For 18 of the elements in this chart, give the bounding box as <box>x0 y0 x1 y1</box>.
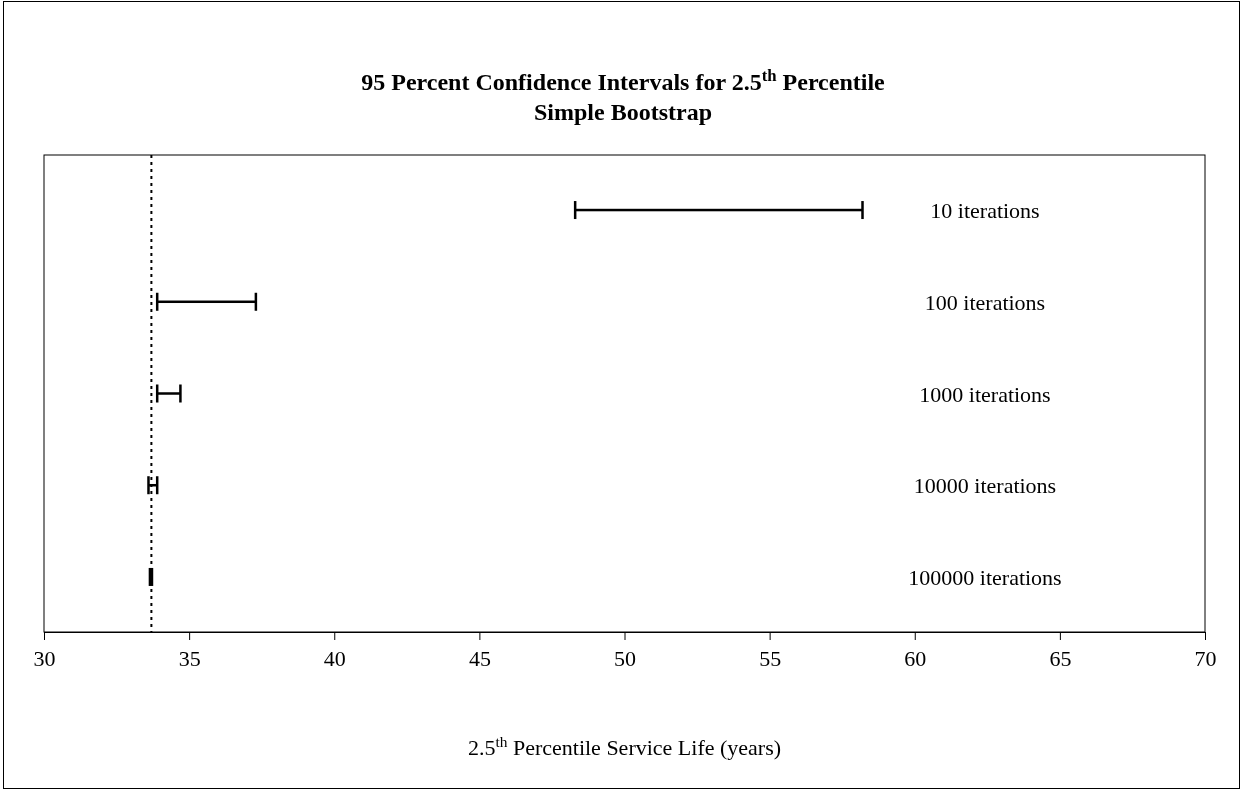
y-tick-label: 100000 iterations <box>908 564 1062 590</box>
x-tick-label: 60 <box>904 645 927 671</box>
y-tick-label: 100 iterations <box>924 289 1046 315</box>
y-tick-label: 10 iterations <box>930 198 1040 224</box>
x-tick-label: 65 <box>1049 645 1072 671</box>
x-tick-label: 40 <box>323 645 346 671</box>
x-tick-label: 30 <box>33 645 56 671</box>
x-tick-label: 70 <box>1194 645 1217 671</box>
chart-title: 95 Percent Confidence Intervals for 2.5$^{th}$ Percentile <box>361 65 886 95</box>
y-tick-label: 10000 iterations <box>913 473 1057 499</box>
y-tick-label: 1000 iterations <box>919 381 1051 407</box>
x-tick-label: 45 <box>468 645 491 671</box>
bar <box>157 392 181 395</box>
x-axis-title: 2.5$^{th}$ Percentile Service Life (years) <box>467 732 782 760</box>
x-tick-label: 35 <box>178 645 201 671</box>
chart-subtitle: Simple Bootstrap <box>533 99 713 125</box>
x-tick-label: 50 <box>614 645 636 671</box>
x-tick-label: 55 <box>759 645 782 671</box>
